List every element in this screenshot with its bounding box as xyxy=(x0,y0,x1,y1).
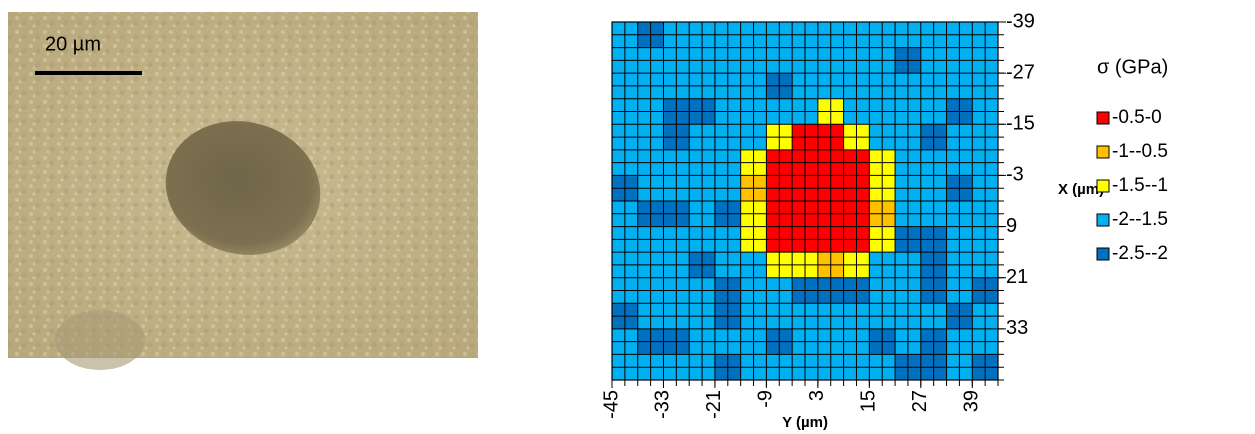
legend-label: -2--1.5 xyxy=(1112,209,1168,230)
legend-swatch xyxy=(1096,179,1110,193)
indent xyxy=(165,121,321,255)
legend-label: -0.5-0 xyxy=(1112,107,1162,128)
legend-swatch xyxy=(1096,111,1110,125)
y-tick-label: -3 xyxy=(1006,164,1024,186)
y-tick-label: 33 xyxy=(1006,317,1028,339)
legend-label: -1--0.5 xyxy=(1112,141,1168,162)
y-axis-title: X (µm) xyxy=(1058,181,1104,198)
legend-swatch xyxy=(1096,247,1110,261)
legend-swatch xyxy=(1096,145,1110,159)
x-tick-label: -21 xyxy=(703,390,725,419)
x-tick-label: -45 xyxy=(600,390,622,419)
x-tick-label: 3 xyxy=(806,390,828,401)
legend: σ (GPa) -0.5-0 -1--0.5 -1.5--1 -2--1.5 -2.5--… xyxy=(1096,56,1168,264)
scale-bar-label: 20 µm xyxy=(45,33,101,55)
x-tick-label: 39 xyxy=(961,390,983,412)
legend-swatch xyxy=(1096,213,1110,227)
y-tick-label: -39 xyxy=(1006,10,1035,32)
y-tick-label: -15 xyxy=(1006,113,1035,135)
legend-label: -2.5--2 xyxy=(1112,243,1168,264)
x-tick-label: -33 xyxy=(652,390,674,419)
plot-frame xyxy=(611,21,999,381)
x-tick-label: -9 xyxy=(755,390,777,408)
y-tick-label: 9 xyxy=(1006,215,1017,237)
x-tick-label: 27 xyxy=(909,390,931,412)
legend-label: -1.5--1 xyxy=(1112,175,1168,196)
particle xyxy=(55,310,145,370)
y-tick-label: 21 xyxy=(1006,266,1028,288)
legend-title: σ (GPa) xyxy=(1097,56,1168,78)
y-tick-label: -27 xyxy=(1006,61,1035,83)
x-tick-label: 15 xyxy=(858,390,880,412)
x-axis-title: Y (µm) xyxy=(782,414,828,431)
micrograph: 20 µm xyxy=(8,12,478,370)
